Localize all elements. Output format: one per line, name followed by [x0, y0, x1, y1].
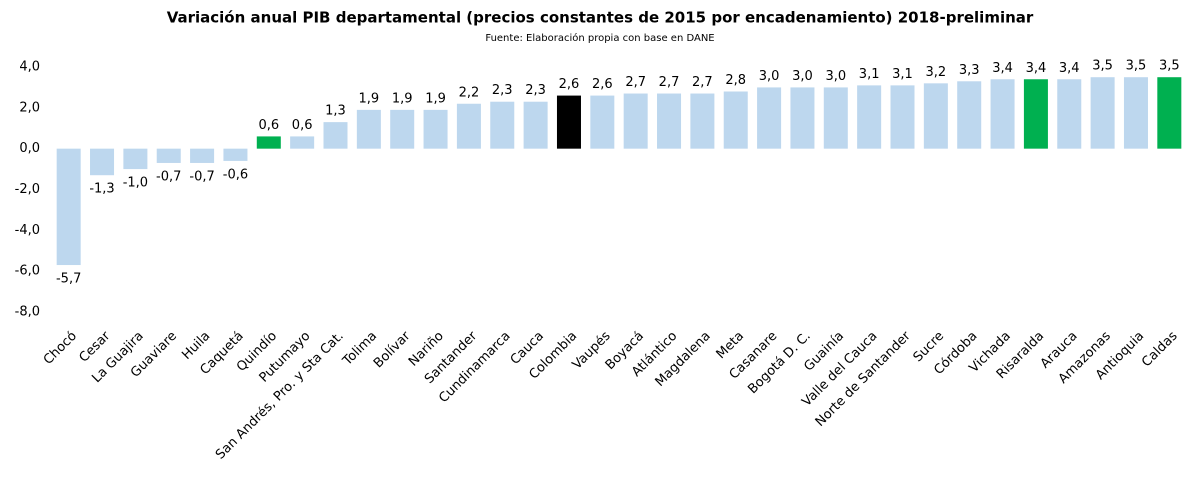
chart-subtitle: Fuente: Elaboración propia con base en D… [485, 32, 714, 44]
y-tick-label: 2,0 [19, 100, 40, 115]
value-label: 1,9 [425, 91, 446, 106]
bar [390, 109, 415, 149]
bar [523, 101, 548, 149]
bar [290, 136, 315, 149]
value-label: 0,6 [258, 118, 279, 133]
bar [190, 148, 215, 163]
bar [556, 95, 581, 149]
value-label: 2,2 [459, 85, 480, 100]
bar [857, 85, 882, 149]
y-tick-label: 0,0 [19, 141, 40, 156]
x-tick-label: Chocó [41, 329, 80, 368]
bar [1157, 77, 1182, 149]
bar [957, 81, 982, 149]
bar [623, 93, 648, 149]
value-label: 2,7 [659, 75, 680, 90]
value-label: 2,6 [592, 77, 613, 92]
y-tick-label: -4,0 [15, 223, 40, 238]
y-tick-label: -6,0 [15, 264, 40, 279]
value-label: 2,3 [492, 83, 513, 98]
bar [223, 148, 248, 161]
value-label: 3,4 [1026, 61, 1047, 76]
value-label: -0,7 [189, 169, 214, 184]
value-label: 3,3 [959, 63, 980, 78]
x-tick-label: Bolívar [371, 328, 414, 371]
value-label: 2,7 [625, 75, 646, 90]
value-label: 2,6 [559, 77, 580, 92]
bar [56, 148, 81, 266]
bar [1023, 79, 1048, 149]
value-label: 3,0 [759, 69, 780, 84]
value-label: 0,6 [292, 118, 313, 133]
bar [256, 136, 281, 149]
value-label: -0,6 [223, 167, 248, 182]
bar [123, 148, 148, 170]
y-tick-label: -2,0 [15, 182, 40, 197]
value-label: -0,7 [156, 169, 181, 184]
bar [1090, 77, 1115, 149]
bar [990, 79, 1015, 149]
bar [657, 93, 682, 149]
bar [456, 103, 481, 149]
value-label: 3,1 [859, 67, 880, 82]
bar [90, 148, 115, 176]
bar [890, 85, 915, 149]
bar [923, 83, 948, 149]
chart-title: Variación anual PIB departamental (preci… [167, 9, 1034, 27]
bar [757, 87, 782, 149]
bar [490, 101, 515, 149]
value-label: 3,0 [792, 69, 813, 84]
bar [590, 95, 615, 149]
value-label: -1,3 [89, 182, 114, 197]
value-label: -1,0 [123, 176, 148, 191]
value-label: 3,4 [1059, 61, 1080, 76]
bar [723, 91, 748, 149]
y-tick-label: 4,0 [19, 60, 40, 75]
bar [790, 87, 815, 149]
bar [1057, 79, 1082, 149]
x-tick-label: Caldas [1139, 329, 1181, 371]
value-label: 3,4 [992, 61, 1013, 76]
bar [156, 148, 181, 163]
value-label: 1,9 [359, 91, 380, 106]
value-label: 3,0 [825, 69, 846, 84]
value-label: 3,5 [1159, 59, 1180, 74]
value-label: 1,9 [392, 91, 413, 106]
y-tick-label: -8,0 [15, 305, 40, 320]
value-label: 2,3 [525, 83, 546, 98]
bar [823, 87, 848, 149]
value-label: 3,5 [1126, 59, 1147, 74]
bar [356, 109, 381, 149]
value-label: 3,1 [892, 67, 913, 82]
bar [323, 122, 348, 149]
value-label: -5,7 [56, 272, 81, 287]
bar [690, 93, 715, 149]
bar [1123, 77, 1148, 149]
value-label: 1,3 [325, 104, 346, 119]
bar [423, 109, 448, 149]
value-label: 2,7 [692, 75, 713, 90]
value-label: 3,5 [1092, 59, 1113, 74]
value-label: 3,2 [926, 65, 947, 80]
value-label: 2,8 [725, 73, 746, 88]
